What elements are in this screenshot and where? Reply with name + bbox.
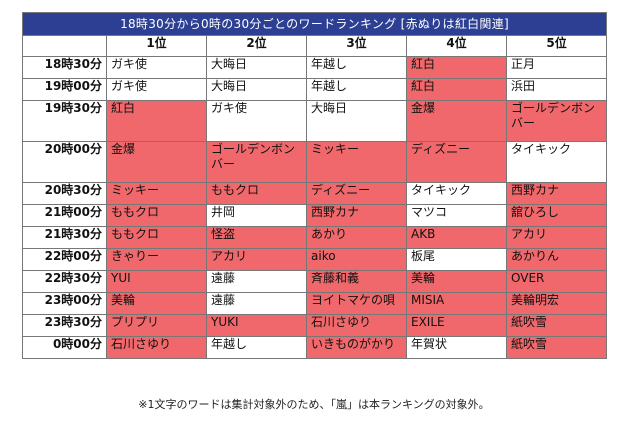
time-label: 22時00分 bbox=[22, 248, 107, 271]
rank-cell-4: タイキック bbox=[406, 182, 507, 205]
rank-cell-4: MISIA bbox=[406, 292, 507, 315]
rank-cell-1: ミッキー bbox=[106, 182, 207, 205]
rank-cell-3: いきものがかり bbox=[306, 336, 407, 359]
rank-cell-4: 金爆 bbox=[406, 100, 507, 142]
rank-cell-4: ディズニー bbox=[406, 141, 507, 183]
header-rank-4: 4位 bbox=[406, 35, 507, 57]
rank-cell-3: 石川さゆり bbox=[306, 314, 407, 337]
rank-cell-2: 遠藤 bbox=[206, 270, 307, 293]
rank-cell-2: 遠藤 bbox=[206, 292, 307, 315]
rank-cell-5: 美輪明宏 bbox=[505, 292, 608, 315]
rank-cell-3: あかり bbox=[306, 226, 407, 249]
table-row: 23時00分 美輪 遠藤 ヨイトマケの唄 MISIA 美輪明宏 bbox=[22, 292, 608, 315]
rank-cell-3: 年越し bbox=[306, 78, 407, 101]
rank-cell-4: AKB bbox=[406, 226, 507, 249]
rank-cell-1: ガキ使 bbox=[106, 56, 207, 79]
rank-cell-2: 大晦日 bbox=[206, 56, 307, 79]
rank-cell-1: きゃりー bbox=[106, 248, 207, 271]
time-label: 22時30分 bbox=[22, 270, 107, 293]
rank-cell-3: 年越し bbox=[306, 56, 407, 79]
rank-cell-2: 大晦日 bbox=[206, 78, 307, 101]
header-rank-5: 5位 bbox=[505, 35, 608, 57]
header-rank-2: 2位 bbox=[206, 35, 307, 57]
ranking-container: 18時30分から0時の30分ごとのワードランキング [赤ぬりは紅白関連] 1位 … bbox=[21, 12, 608, 359]
rank-cell-3: 西野カナ bbox=[306, 204, 407, 227]
rank-cell-5: ゴールデンボンバー bbox=[505, 100, 608, 142]
header-rank-3: 3位 bbox=[306, 35, 407, 57]
rank-cell-2: 井岡 bbox=[206, 204, 307, 227]
rank-cell-2: 怪盗 bbox=[206, 226, 307, 249]
rank-cell-1: ももクロ bbox=[106, 226, 207, 249]
time-label: 23時00分 bbox=[22, 292, 107, 315]
table-row: 23時30分 プリプリ YUKI 石川さゆり EXILE 紙吹雪 bbox=[22, 314, 608, 337]
rank-cell-5: OVER bbox=[505, 270, 608, 293]
rank-cell-5: 正月 bbox=[505, 56, 608, 79]
rank-cell-5: 西野カナ bbox=[505, 182, 608, 205]
rank-cell-1: プリプリ bbox=[106, 314, 207, 337]
rank-cell-5: あかりん bbox=[505, 248, 608, 271]
table-title: 18時30分から0時の30分ごとのワードランキング [赤ぬりは紅白関連] bbox=[21, 12, 608, 36]
rank-cell-3: 大晦日 bbox=[306, 100, 407, 142]
rank-cell-2: 年越し bbox=[206, 336, 307, 359]
header-row: 1位 2位 3位 4位 5位 bbox=[22, 35, 608, 57]
time-label: 0時00分 bbox=[22, 336, 107, 359]
rank-cell-1: 紅白 bbox=[106, 100, 207, 142]
footnote: ※1文字のワードは集計対象外のため、「嵐」は本ランキングの対象外。 bbox=[138, 398, 490, 411]
table-row: 22時30分 YUI 遠藤 斉藤和義 美輪 OVER bbox=[22, 270, 608, 293]
time-label: 21時30分 bbox=[22, 226, 107, 249]
rank-cell-3: 斉藤和義 bbox=[306, 270, 407, 293]
time-label: 18時30分 bbox=[22, 56, 107, 79]
rank-cell-5: アカリ bbox=[505, 226, 608, 249]
time-label: 19時30分 bbox=[22, 100, 107, 142]
table-row: 19時00分 ガキ使 大晦日 年越し 紅白 浜田 bbox=[22, 78, 608, 101]
time-label: 23時30分 bbox=[22, 314, 107, 337]
rank-cell-5: 浜田 bbox=[505, 78, 608, 101]
rank-cell-5: 紙吹雪 bbox=[505, 336, 608, 359]
time-label: 20時30分 bbox=[22, 182, 107, 205]
rank-cell-4: EXILE bbox=[406, 314, 507, 337]
rank-cell-2: ももクロ bbox=[206, 182, 307, 205]
rank-cell-4: 紅白 bbox=[406, 78, 507, 101]
rank-cell-1: ガキ使 bbox=[106, 78, 207, 101]
time-label: 19時00分 bbox=[22, 78, 107, 101]
rank-cell-3: aiko bbox=[306, 248, 407, 271]
rank-cell-2: ゴールデンボンバー bbox=[206, 141, 307, 183]
rank-cell-2: アカリ bbox=[206, 248, 307, 271]
rank-cell-4: 紅白 bbox=[406, 56, 507, 79]
time-label: 21時00分 bbox=[22, 204, 107, 227]
time-label: 20時00分 bbox=[22, 141, 107, 183]
rank-cell-1: 石川さゆり bbox=[106, 336, 207, 359]
rank-cell-4: 年賀状 bbox=[406, 336, 507, 359]
table-row: 20時00分 金爆 ゴールデンボンバー ミッキー ディズニー タイキック bbox=[22, 141, 608, 183]
rank-cell-5: 舘ひろし bbox=[505, 204, 608, 227]
rank-cell-1: ももクロ bbox=[106, 204, 207, 227]
rank-cell-1: YUI bbox=[106, 270, 207, 293]
rank-cell-3: ヨイトマケの唄 bbox=[306, 292, 407, 315]
rank-cell-4: 美輪 bbox=[406, 270, 507, 293]
table-row: 21時30分 ももクロ 怪盗 あかり AKB アカリ bbox=[22, 226, 608, 249]
table-row: 19時30分 紅白 ガキ使 大晦日 金爆 ゴールデンボンバー bbox=[22, 100, 608, 142]
ranking-table: 18時30分から0時の30分ごとのワードランキング [赤ぬりは紅白関連] 1位 … bbox=[21, 12, 608, 359]
table-row: 0時00分 石川さゆり 年越し いきものがかり 年賀状 紙吹雪 bbox=[22, 336, 608, 359]
rank-cell-3: ミッキー bbox=[306, 141, 407, 183]
rank-cell-3: ディズニー bbox=[306, 182, 407, 205]
rank-cell-2: YUKI bbox=[206, 314, 307, 337]
table-row: 18時30分 ガキ使 大晦日 年越し 紅白 正月 bbox=[22, 56, 608, 79]
rank-cell-5: タイキック bbox=[505, 141, 608, 183]
rank-cell-5: 紙吹雪 bbox=[505, 314, 608, 337]
rank-cell-2: ガキ使 bbox=[206, 100, 307, 142]
ranking-body: 18時30分 ガキ使 大晦日 年越し 紅白 正月 19時00分 ガキ使 大晦日 年越し 紅白 浜田 19… bbox=[22, 56, 608, 359]
rank-cell-4: マツコ bbox=[406, 204, 507, 227]
table-row: 21時00分 ももクロ 井岡 西野カナ マツコ 舘ひろし bbox=[22, 204, 608, 227]
rank-cell-4: 板尾 bbox=[406, 248, 507, 271]
table-row: 22時00分 きゃりー アカリ aiko 板尾 あかりん bbox=[22, 248, 608, 271]
header-rank-1: 1位 bbox=[106, 35, 207, 57]
table-row: 20時30分 ミッキー ももクロ ディズニー タイキック 西野カナ bbox=[22, 182, 608, 205]
rank-cell-1: 美輪 bbox=[106, 292, 207, 315]
header-corner bbox=[22, 35, 107, 57]
rank-cell-1: 金爆 bbox=[106, 141, 207, 183]
